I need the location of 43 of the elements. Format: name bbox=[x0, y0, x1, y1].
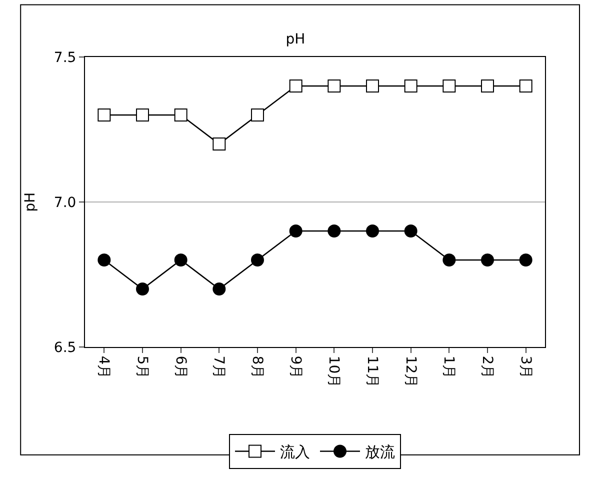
point bbox=[366, 224, 379, 238]
x-tick-label: 1月 bbox=[440, 356, 457, 379]
point bbox=[174, 108, 188, 122]
y-tick-label: 7.0 bbox=[54, 194, 76, 211]
x-tick-label: 10月 bbox=[326, 356, 342, 388]
x-tick-label: 12月 bbox=[402, 356, 418, 388]
point bbox=[404, 80, 418, 92]
legend-label: 流入 bbox=[280, 443, 310, 462]
point bbox=[98, 254, 111, 266]
point bbox=[481, 254, 494, 266]
point bbox=[442, 80, 456, 92]
x-tick-label: 4月 bbox=[96, 356, 112, 379]
point bbox=[519, 80, 532, 92]
x-tick-label: 3月 bbox=[517, 356, 534, 379]
point bbox=[442, 254, 456, 266]
y-axis-title: pH bbox=[22, 192, 39, 212]
x-tick-label: 2月 bbox=[478, 356, 495, 379]
point bbox=[251, 108, 264, 122]
point bbox=[136, 108, 149, 122]
x-tick-label: 9月 bbox=[287, 356, 304, 379]
point bbox=[328, 80, 341, 92]
x-tick-label: 8月 bbox=[248, 356, 265, 379]
y-tick-label: 6.5 bbox=[54, 340, 76, 356]
point bbox=[212, 138, 226, 150]
point bbox=[404, 224, 418, 238]
chart-title: pH bbox=[286, 31, 306, 48]
y-tick-label: 7.5 bbox=[54, 50, 76, 66]
point bbox=[251, 254, 264, 266]
point bbox=[212, 282, 226, 296]
point bbox=[481, 80, 494, 92]
point bbox=[289, 80, 302, 92]
point bbox=[328, 224, 341, 238]
x-tick-label: 6月 bbox=[172, 356, 188, 379]
point bbox=[174, 254, 188, 266]
legend-label: 放流 bbox=[365, 443, 395, 462]
point bbox=[136, 282, 149, 296]
point bbox=[366, 80, 379, 92]
x-tick-label: 5月 bbox=[134, 356, 150, 379]
point bbox=[519, 254, 532, 266]
x-tick-label: 7月 bbox=[210, 356, 227, 379]
point bbox=[289, 224, 302, 238]
point bbox=[98, 108, 111, 122]
x-tick-label: 11月 bbox=[364, 356, 380, 388]
